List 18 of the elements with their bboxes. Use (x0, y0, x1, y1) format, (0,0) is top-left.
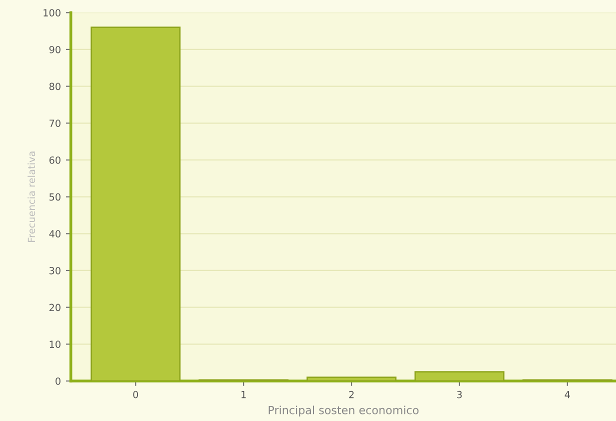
x-tick-label: 1 (242, 391, 246, 398)
y-tick-label: 60 (49, 156, 60, 164)
x-tick-label: 2 (349, 390, 354, 398)
y-tick-label: 50 (49, 193, 60, 201)
y-tick-label: 90 (49, 46, 60, 54)
x-tick-label: 3 (457, 390, 462, 398)
x-axis-title: Principal sosten economico (268, 406, 419, 416)
y-tick-label: 30 (49, 266, 60, 274)
x-tick-label: 0 (133, 390, 138, 398)
y-tick-label: 40 (49, 230, 60, 238)
y-tick-label: 10 (50, 340, 60, 348)
y-tick-label: 80 (49, 82, 60, 90)
y-tick-label: 0 (56, 377, 60, 385)
y-tick-label: 100 (44, 9, 60, 16)
x-tick-label: 4 (564, 391, 570, 398)
y-tick-label: 70 (50, 120, 60, 127)
y-axis-title: Frecuencia relativa (28, 152, 36, 242)
y-tick-label: 20 (49, 304, 60, 312)
